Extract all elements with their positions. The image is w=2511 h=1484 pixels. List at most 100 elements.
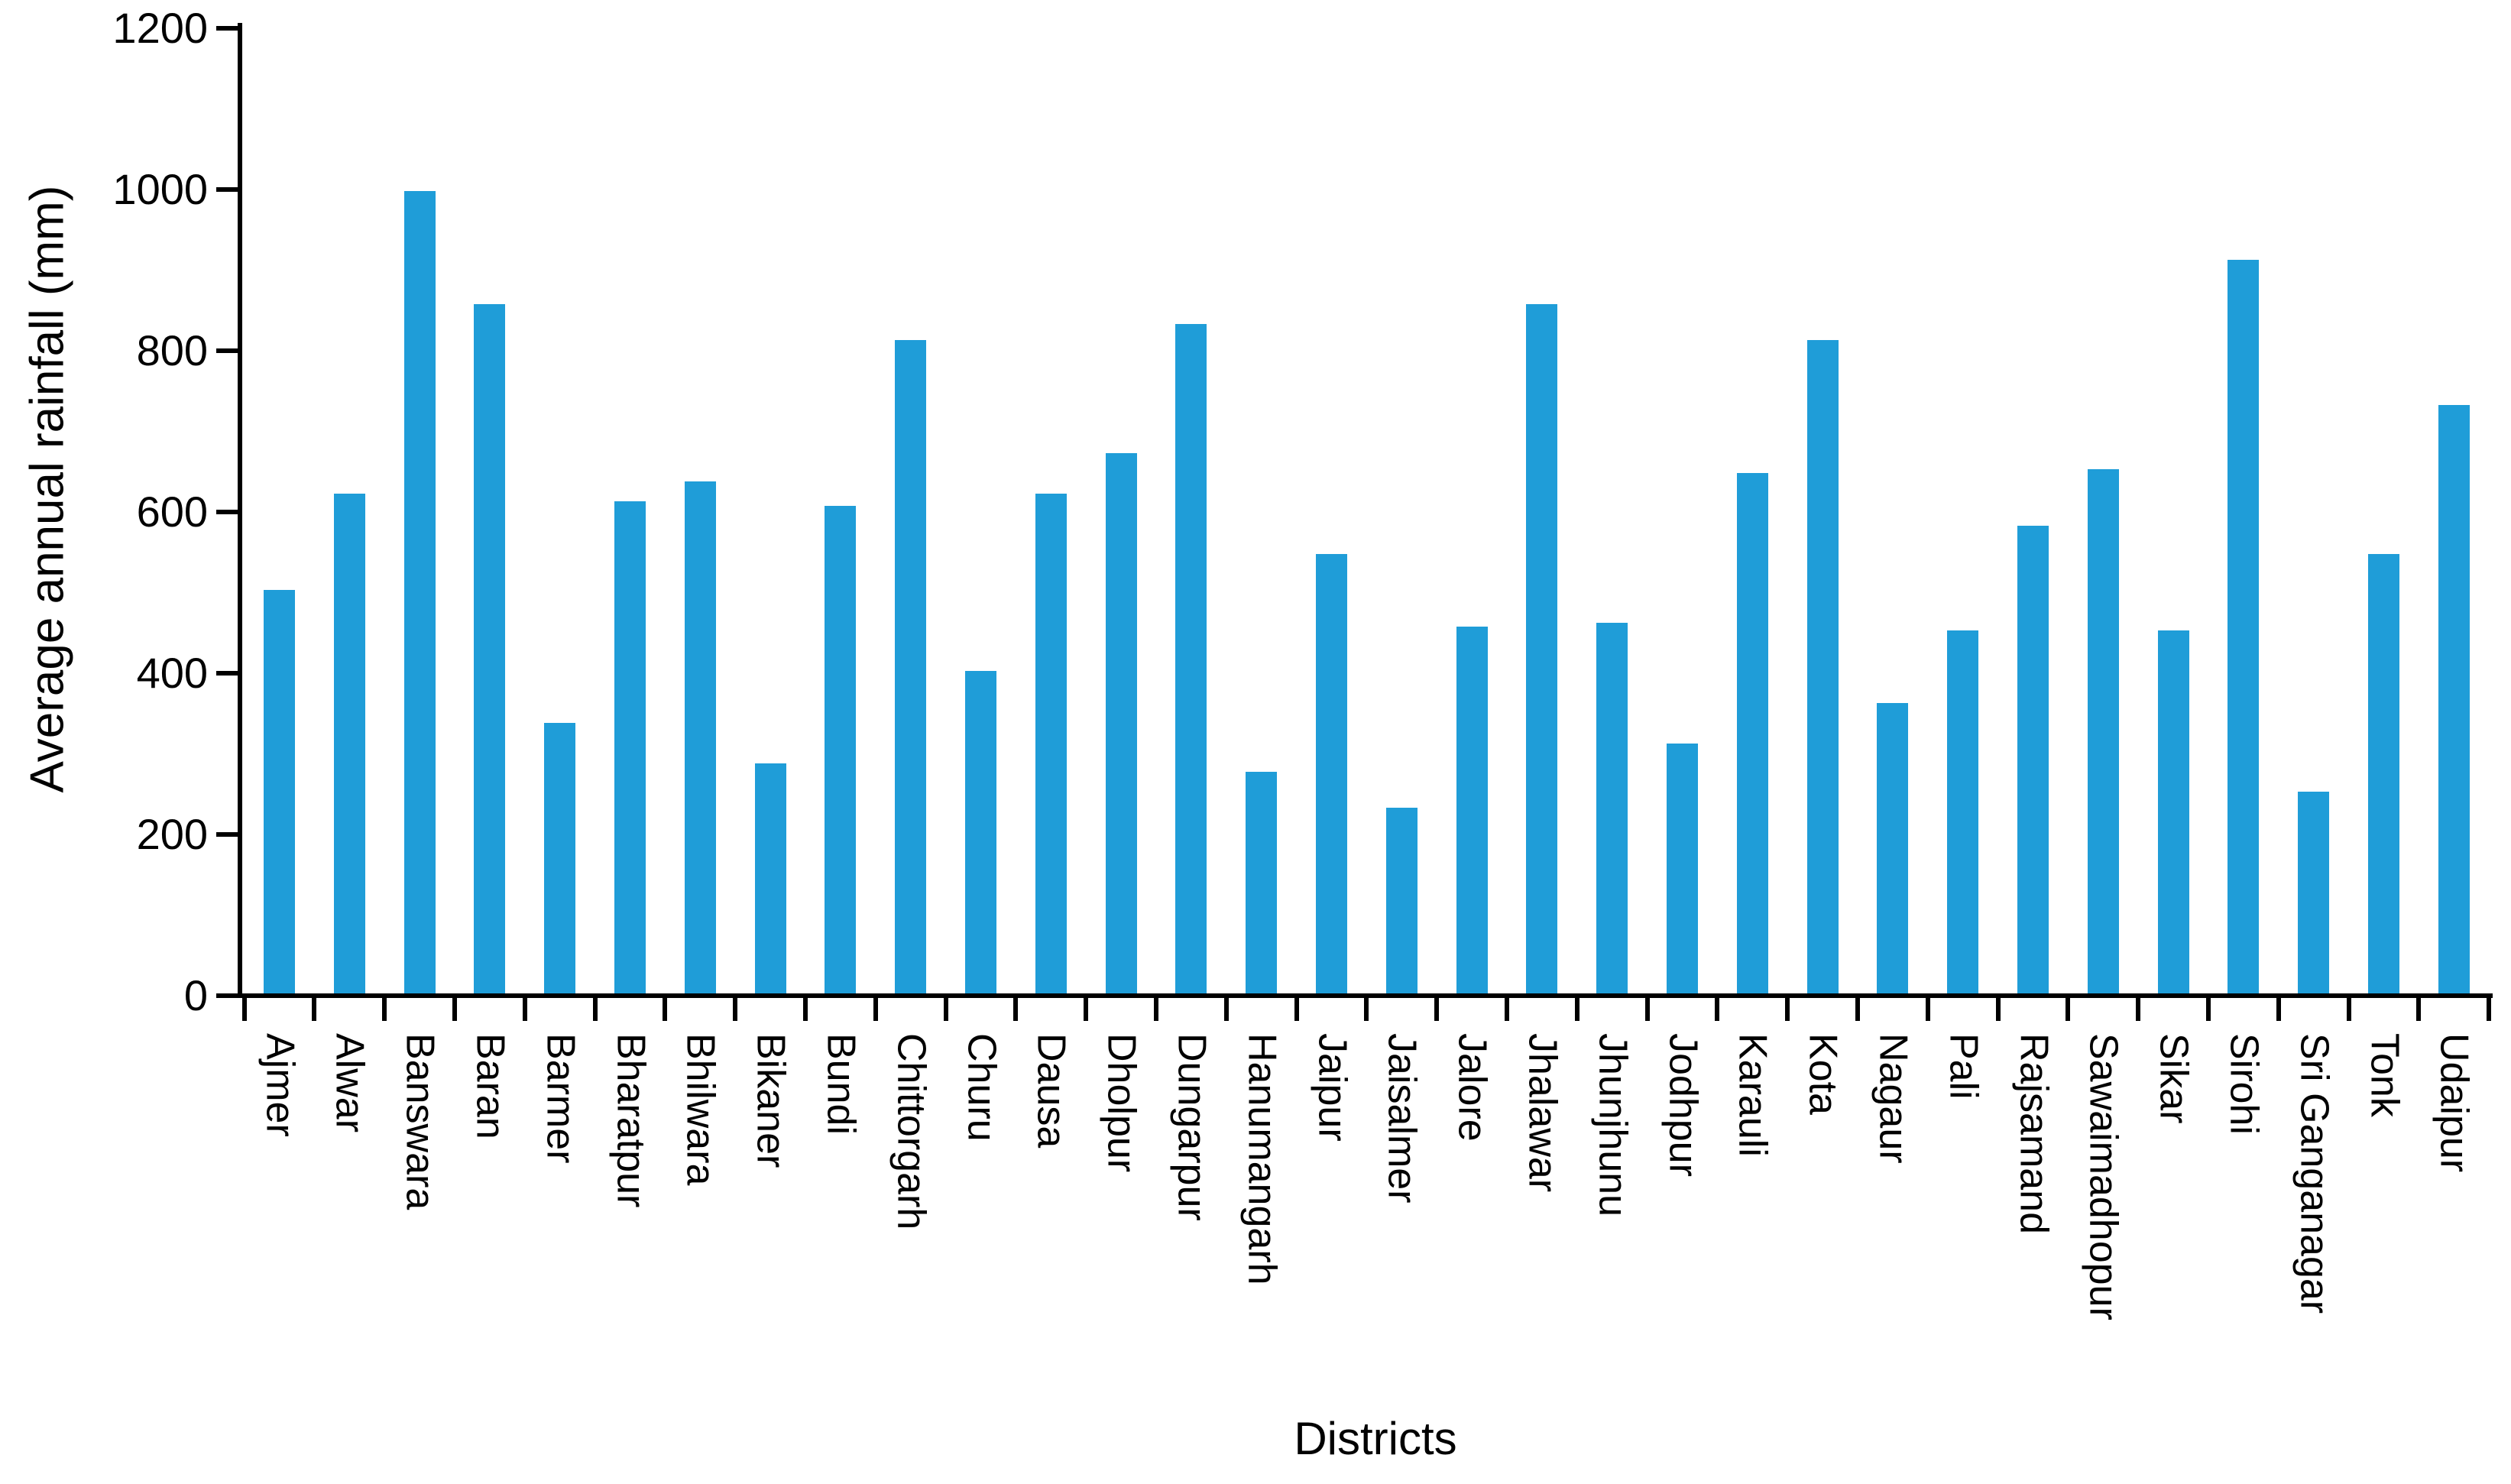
x-tick-mark — [1154, 998, 1158, 1021]
x-tick-mark — [2136, 998, 2140, 1021]
y-tick-label: 800 — [136, 326, 208, 374]
x-tick-mark — [242, 998, 247, 1021]
x-tick-mark — [733, 998, 737, 1021]
bar-bundi — [825, 506, 856, 993]
x-category-label: Jalore — [1450, 1033, 1495, 1142]
y-tick-label: 400 — [136, 648, 208, 697]
bar-chittorgarh — [895, 340, 926, 993]
x-category-label: Jaisalmer — [1379, 1033, 1424, 1204]
y-tick-label: 0 — [183, 971, 208, 1019]
x-category-label: Tonk — [2362, 1033, 2407, 1117]
x-category-label: Bundi — [818, 1033, 863, 1135]
x-tick-mark — [1926, 998, 1930, 1021]
x-axis-line — [238, 993, 2493, 998]
x-category-label: Udaipur — [2432, 1033, 2477, 1173]
bar-kota — [1807, 340, 1839, 993]
x-category-label: Hanumangarh — [1239, 1033, 1285, 1285]
bar-bharatpur — [614, 501, 646, 993]
x-category-label: Sikar — [2151, 1033, 2196, 1124]
bar-udaipur — [2438, 405, 2470, 993]
bar-dungarpur — [1175, 324, 1207, 993]
bar-alwar — [334, 494, 365, 993]
x-category-label: Kota — [1800, 1033, 1845, 1115]
y-tick-label: 1000 — [112, 164, 208, 213]
y-tick-mark — [216, 831, 238, 837]
bar-sikar — [2158, 630, 2189, 993]
y-tick-mark — [216, 509, 238, 514]
x-tick-mark — [1996, 998, 2001, 1021]
bar-tonk — [2368, 554, 2399, 993]
bar-sirohi — [2228, 260, 2259, 993]
y-tick-mark — [216, 670, 238, 676]
x-category-label: Bharatpur — [608, 1033, 653, 1208]
x-tick-mark — [2487, 998, 2491, 1021]
x-tick-mark — [1013, 998, 1018, 1021]
x-category-label: Bikaner — [748, 1033, 793, 1168]
x-category-label: Nagaur — [1871, 1033, 1916, 1164]
y-axis-line — [238, 23, 242, 998]
x-tick-mark — [663, 998, 667, 1021]
bar-banswara — [404, 191, 436, 993]
bar-jodhpur — [1667, 744, 1698, 993]
bar-jalore — [1456, 627, 1488, 993]
x-category-label: Jhunjhunu — [1590, 1033, 1635, 1217]
bar-dholpur — [1106, 453, 1137, 993]
x-category-label: Dungarpur — [1169, 1033, 1214, 1221]
y-tick-mark — [216, 993, 238, 998]
x-category-label: Churu — [959, 1033, 1004, 1142]
y-tick-label: 600 — [136, 487, 208, 536]
x-tick-mark — [523, 998, 527, 1021]
x-category-label: Sirohi — [2221, 1033, 2266, 1135]
bar-jaisalmer — [1386, 808, 1418, 993]
bar-jaipur — [1316, 554, 1347, 993]
y-tick-mark — [216, 348, 238, 353]
bar-churu — [965, 671, 996, 993]
bar-dausa — [1035, 494, 1067, 993]
x-tick-mark — [1364, 998, 1369, 1021]
x-category-label: Sawaimadhopur — [2081, 1033, 2126, 1320]
x-tick-mark — [1084, 998, 1088, 1021]
x-category-label: Jhalawar — [1520, 1033, 1565, 1193]
x-tick-mark — [1434, 998, 1439, 1021]
x-tick-mark — [803, 998, 808, 1021]
x-category-label: Rajsamand — [2011, 1033, 2056, 1235]
y-tick-label: 1200 — [112, 3, 208, 52]
x-category-label: Jaipur — [1310, 1033, 1355, 1142]
x-category-label: Bhilwara — [678, 1033, 723, 1186]
x-tick-mark — [1855, 998, 1860, 1021]
x-tick-mark — [1785, 998, 1790, 1021]
x-category-label: Pali — [1941, 1033, 1986, 1100]
bar-rajsamand — [2017, 526, 2049, 993]
x-tick-mark — [2066, 998, 2070, 1021]
x-axis-title: Districts — [1294, 1413, 1457, 1464]
bar-bhilwara — [685, 481, 716, 993]
x-tick-mark — [1224, 998, 1229, 1021]
x-category-label: Alwar — [327, 1033, 372, 1133]
x-tick-mark — [2276, 998, 2281, 1021]
x-tick-mark — [2416, 998, 2421, 1021]
bar-baran — [474, 304, 505, 993]
x-tick-mark — [312, 998, 316, 1021]
x-tick-mark — [2347, 998, 2351, 1021]
bar-sri-ganganagar — [2298, 792, 2329, 993]
bar-sawaimadhopur — [2088, 469, 2119, 993]
x-category-label: Baran — [468, 1033, 513, 1139]
x-tick-mark — [1505, 998, 1509, 1021]
x-category-label: Dausa — [1029, 1033, 1074, 1149]
y-tick-mark — [216, 186, 238, 192]
x-tick-mark — [944, 998, 948, 1021]
x-tick-mark — [1294, 998, 1299, 1021]
y-tick-mark — [216, 25, 238, 31]
x-tick-mark — [2206, 998, 2211, 1021]
bar-hanumangarh — [1246, 772, 1277, 993]
x-category-label: Dholpur — [1099, 1033, 1144, 1173]
x-category-label: Ajmer — [258, 1033, 303, 1137]
bar-karauli — [1737, 473, 1768, 993]
x-tick-mark — [1645, 998, 1650, 1021]
x-tick-mark — [873, 998, 878, 1021]
x-tick-mark — [382, 998, 387, 1021]
x-category-label: Karauli — [1730, 1033, 1775, 1157]
x-tick-mark — [1715, 998, 1719, 1021]
bar-pali — [1947, 630, 1978, 993]
